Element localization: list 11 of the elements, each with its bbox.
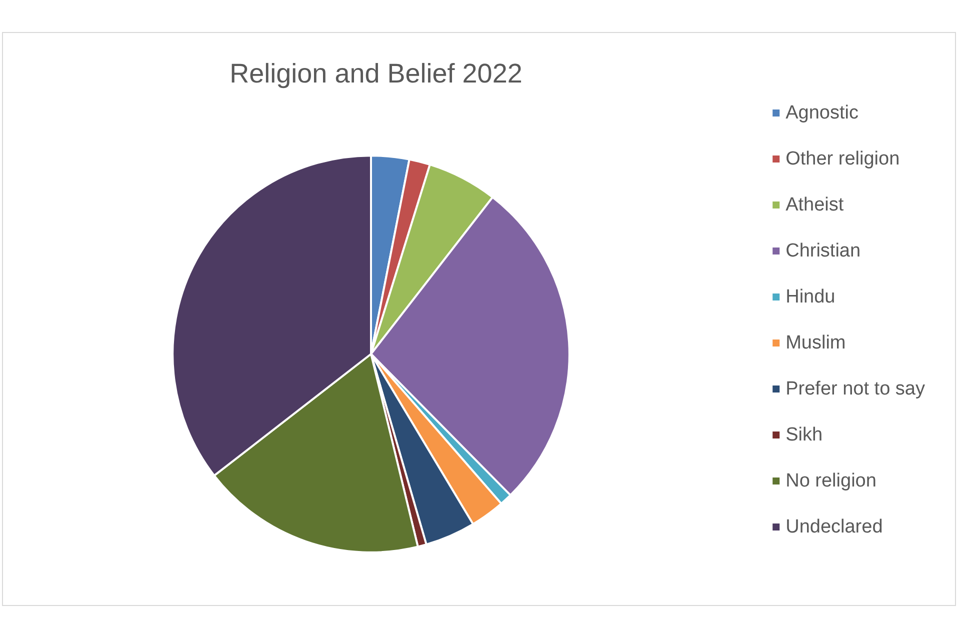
legend-label: Sikh bbox=[786, 424, 823, 446]
legend-label: Undeclared bbox=[786, 516, 883, 538]
legend-label: Christian bbox=[786, 240, 861, 262]
legend-label: No religion bbox=[786, 470, 876, 492]
legend-label: Hindu bbox=[786, 286, 836, 308]
chart-title: Religion and Belief 2022 bbox=[230, 58, 522, 88]
legend-label: Other religion bbox=[786, 148, 900, 170]
legend-label: Muslim bbox=[786, 332, 846, 354]
legend-label: Atheist bbox=[786, 194, 844, 216]
legend-label: Prefer not to say bbox=[786, 378, 926, 400]
legend-label: Agnostic bbox=[786, 102, 858, 124]
